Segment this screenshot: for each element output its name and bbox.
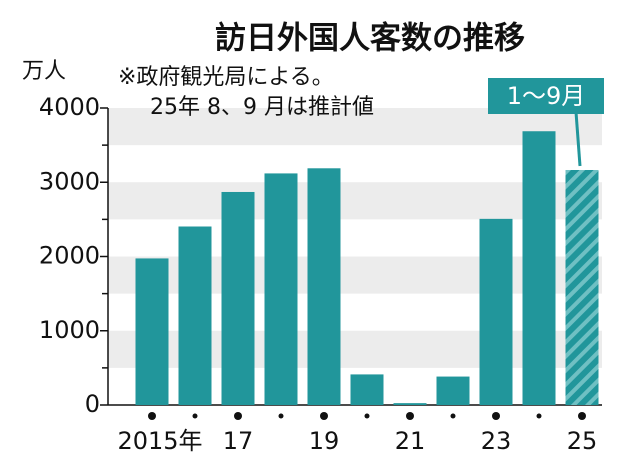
bar bbox=[522, 131, 556, 406]
x-tick-label: 23 bbox=[481, 427, 512, 455]
y-tick-label: 3000 bbox=[39, 167, 100, 195]
bar bbox=[135, 258, 169, 405]
note: ※政府観光局による。 bbox=[118, 65, 334, 90]
bar bbox=[350, 374, 384, 405]
x-tick-label: 2015年 bbox=[117, 427, 202, 455]
bar bbox=[307, 168, 341, 405]
bar bbox=[178, 226, 212, 405]
x-dot bbox=[192, 413, 198, 419]
x-dot bbox=[364, 413, 370, 419]
bar bbox=[264, 173, 298, 405]
x-dot bbox=[148, 412, 156, 420]
annotation-box bbox=[488, 78, 604, 114]
x-dot bbox=[406, 412, 414, 420]
y-unit: 万人 bbox=[22, 59, 66, 84]
bar bbox=[221, 191, 255, 405]
x-tick-label: 17 bbox=[223, 427, 254, 455]
x-dot bbox=[450, 413, 456, 419]
x-dot bbox=[492, 412, 500, 420]
annotation-pointer bbox=[574, 111, 582, 167]
bar bbox=[565, 169, 599, 405]
y-tick-label: 4000 bbox=[39, 93, 100, 121]
x-tick-label: 25 bbox=[567, 427, 598, 455]
background bbox=[108, 108, 602, 405]
x-dot bbox=[536, 413, 542, 419]
grid-band bbox=[108, 108, 602, 146]
x-tick-label: 21 bbox=[395, 427, 426, 455]
y-tick-label: 1000 bbox=[39, 316, 100, 344]
annotation: 1〜9月 bbox=[507, 82, 586, 110]
bar bbox=[479, 218, 513, 405]
x-dot bbox=[320, 412, 328, 420]
grid-band bbox=[108, 182, 602, 220]
bar bbox=[393, 403, 427, 405]
x-dot bbox=[578, 412, 586, 420]
bar bbox=[436, 376, 470, 405]
y-tick-label: 2000 bbox=[39, 242, 100, 270]
chart-title: 訪日外国人客数の推移 bbox=[215, 21, 525, 57]
note: 25年 8、9 月は推計値 bbox=[150, 95, 374, 120]
x-dot bbox=[234, 412, 242, 420]
x-dot bbox=[278, 413, 284, 419]
y-tick-label: 0 bbox=[85, 390, 100, 418]
x-tick-label: 19 bbox=[309, 427, 340, 455]
